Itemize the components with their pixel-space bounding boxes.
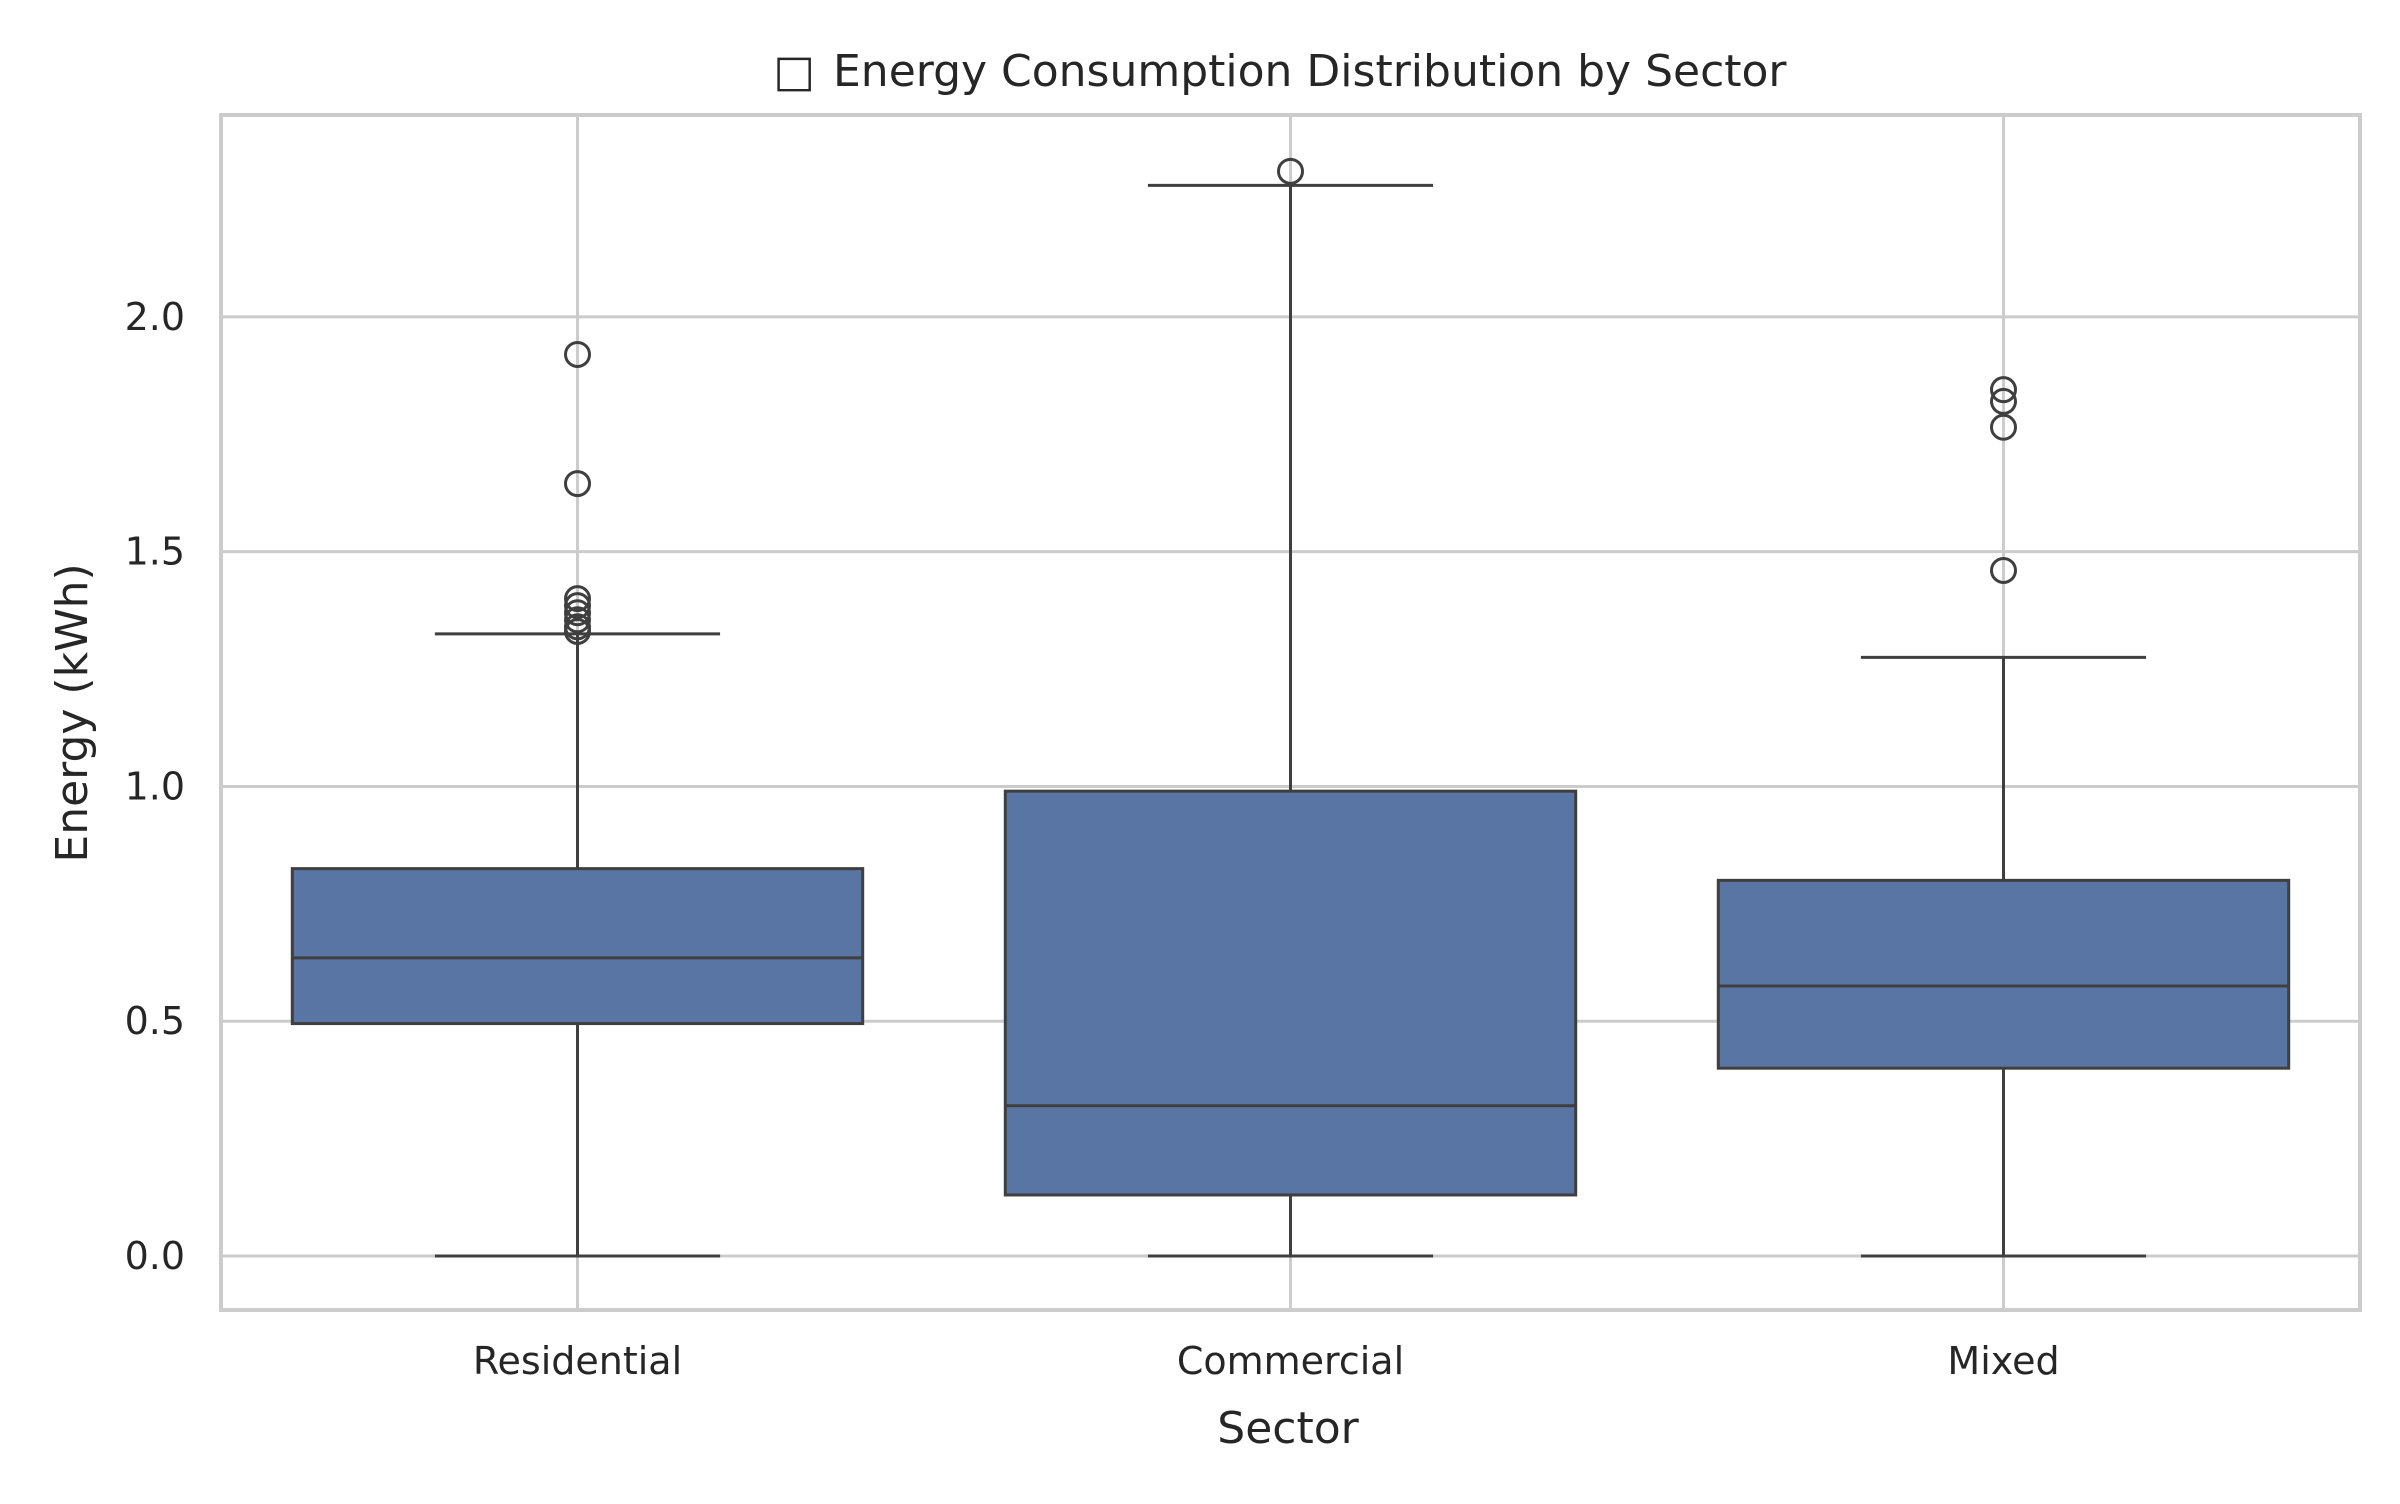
tick-layer: 0.0 0.5 1.0 1.5 2.0 Residential Commercial Mixe… (125, 295, 2060, 1383)
outlier-point (564, 470, 591, 498)
y-tick-label: 0.5 (125, 999, 185, 1043)
x-tick-label: Residential (473, 1339, 682, 1383)
y-tick-label: 2.0 (125, 295, 185, 339)
outlier-point (564, 585, 591, 613)
iqr-box (1003, 789, 1578, 1197)
outlier-point (1990, 556, 2017, 584)
box-layer (290, 157, 2291, 1258)
plot-frame (219, 113, 2362, 1312)
outlier-point (564, 592, 591, 620)
outlier-point (564, 599, 591, 627)
y-tick-label: 1.5 (125, 530, 185, 574)
box-group-mixed (1716, 376, 2291, 1258)
x-tick-label: Mixed (1947, 1339, 2059, 1383)
x-axis-label: Sector (1217, 1403, 1359, 1454)
iqr-box (1716, 878, 2291, 1070)
iqr-box (290, 867, 865, 1026)
outlier-point (564, 618, 591, 646)
outlier-point (1990, 413, 2017, 441)
outlier-point (564, 606, 591, 634)
y-axis-label: Energy (kWh) (47, 563, 98, 862)
y-tick-label: 0.0 (125, 1234, 185, 1278)
outlier-point (1990, 376, 2017, 404)
outlier-point (564, 340, 591, 368)
box-group-residential (290, 340, 865, 1258)
title-icon: □ (773, 46, 815, 97)
outlier-point (1990, 387, 2017, 415)
x-tick-label: Commercial (1177, 1339, 1404, 1383)
outlier-point (1277, 157, 1304, 185)
chart-title-group: □ Energy Consumption Distribution by Sec… (773, 46, 1787, 97)
box-group-commercial (1003, 157, 1578, 1258)
y-tick-label: 1.0 (125, 764, 185, 808)
chart-title: Energy Consumption Distribution by Secto… (833, 46, 1787, 97)
